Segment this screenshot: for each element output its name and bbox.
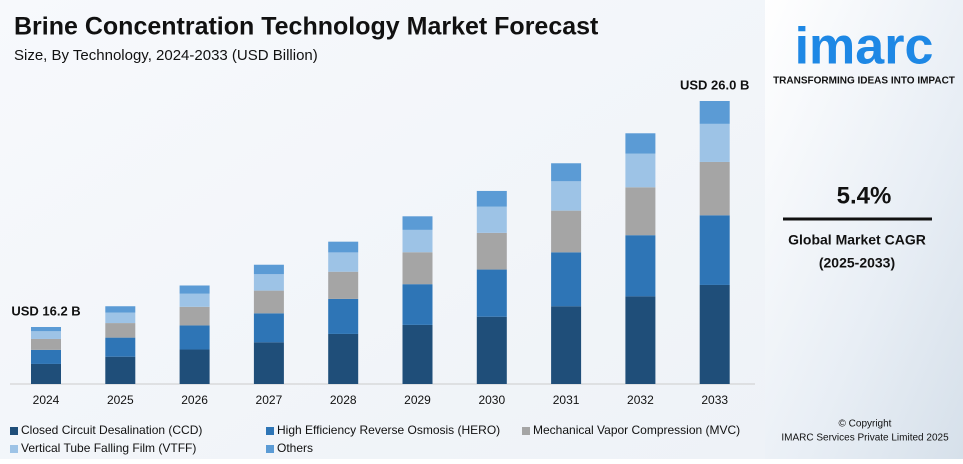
x-tick-label: 2031 xyxy=(553,393,580,407)
bar-segment xyxy=(31,349,61,364)
bar-segment xyxy=(402,216,433,230)
x-tick-label: 2027 xyxy=(256,393,283,407)
bar-segment xyxy=(476,316,507,384)
bar-segment xyxy=(476,206,507,233)
annotation: USD 16.2 B xyxy=(11,303,80,318)
bar-segment xyxy=(699,123,730,162)
bar-segment xyxy=(328,333,359,384)
tagline: TRANSFORMING IDEAS INTO IMPACT xyxy=(773,76,955,87)
chart-title: Brine Concentration Technology Market Fo… xyxy=(14,13,599,41)
logo: imarc xyxy=(795,18,934,76)
x-tick-label: 2030 xyxy=(478,393,505,407)
bar-segment xyxy=(551,252,582,307)
bar-segment xyxy=(551,306,582,384)
legend-swatch xyxy=(266,445,274,453)
bar-segment xyxy=(625,235,656,297)
bar-segment xyxy=(179,349,210,384)
bar-segment xyxy=(105,306,136,313)
bar-segment xyxy=(179,285,210,294)
bar-segment xyxy=(402,229,433,253)
bar-segment xyxy=(105,323,136,338)
bar-segment xyxy=(328,298,359,334)
bar-segment xyxy=(253,290,284,314)
bar-segment xyxy=(105,312,136,324)
copyright: © Copyright xyxy=(839,419,892,430)
bar-segment xyxy=(31,331,61,339)
legend-swatch xyxy=(10,427,18,435)
legend-swatch xyxy=(10,445,18,453)
legend-swatch xyxy=(522,427,530,435)
bar-segment xyxy=(328,271,359,299)
chart-subtitle: Size, By Technology, 2024-2033 (USD Bill… xyxy=(14,47,318,64)
bar-segment xyxy=(476,232,507,270)
bar-segment xyxy=(476,190,507,207)
bar-segment xyxy=(328,252,359,272)
bar-segment xyxy=(105,356,136,384)
bar-segment xyxy=(31,327,61,332)
legend-label: High Efficiency Reverse Osmosis (HERO) xyxy=(277,423,500,437)
legend-swatch xyxy=(266,427,274,435)
bar-segment xyxy=(179,293,210,307)
bar-segment xyxy=(253,342,284,384)
sidebar-background xyxy=(765,0,963,459)
bar-segment xyxy=(551,181,582,211)
bar-segment xyxy=(253,264,284,275)
bar-segment xyxy=(179,306,210,326)
bar-segment xyxy=(699,101,730,124)
x-tick-label: 2025 xyxy=(107,393,134,407)
bar-segment xyxy=(253,313,284,343)
x-tick-label: 2033 xyxy=(701,393,728,407)
cagr-value: 5.4% xyxy=(837,182,892,209)
bar-segment xyxy=(31,338,61,350)
legend-label: Others xyxy=(277,441,313,455)
legend-label: Closed Circuit Desalination (CCD) xyxy=(21,423,202,437)
annotation: USD 26.0 B xyxy=(680,77,749,92)
x-tick-label: 2026 xyxy=(181,393,208,407)
bar-segment xyxy=(402,324,433,384)
cagr-label: Global Market CAGR xyxy=(788,232,926,248)
x-tick-label: 2029 xyxy=(404,393,431,407)
bar-segment xyxy=(699,284,730,384)
bar-segment xyxy=(31,363,61,384)
bar-segment xyxy=(625,187,656,236)
bar-segment xyxy=(328,241,359,253)
bar-segment xyxy=(402,252,433,285)
bar-segment xyxy=(625,296,656,384)
company: IMARC Services Private Limited 2025 xyxy=(781,433,949,444)
bar-segment xyxy=(625,133,656,154)
bar-segment xyxy=(105,337,136,357)
bar-segment xyxy=(699,215,730,285)
legend-label: Vertical Tube Falling Film (VTFF) xyxy=(21,441,196,455)
bar-segment xyxy=(476,269,507,317)
bar-segment xyxy=(699,161,730,216)
bar-segment xyxy=(551,163,582,182)
bar-segment xyxy=(625,153,656,188)
bar-segment xyxy=(402,284,433,325)
bar-segment xyxy=(253,274,284,291)
bar-segment xyxy=(551,210,582,253)
legend-label: Mechanical Vapor Compression (MVC) xyxy=(533,423,740,437)
bar-segment xyxy=(179,325,210,350)
x-tick-label: 2032 xyxy=(627,393,654,407)
x-tick-label: 2024 xyxy=(33,393,60,407)
cagr-period: (2025-2033) xyxy=(819,255,895,271)
x-tick-label: 2028 xyxy=(330,393,357,407)
